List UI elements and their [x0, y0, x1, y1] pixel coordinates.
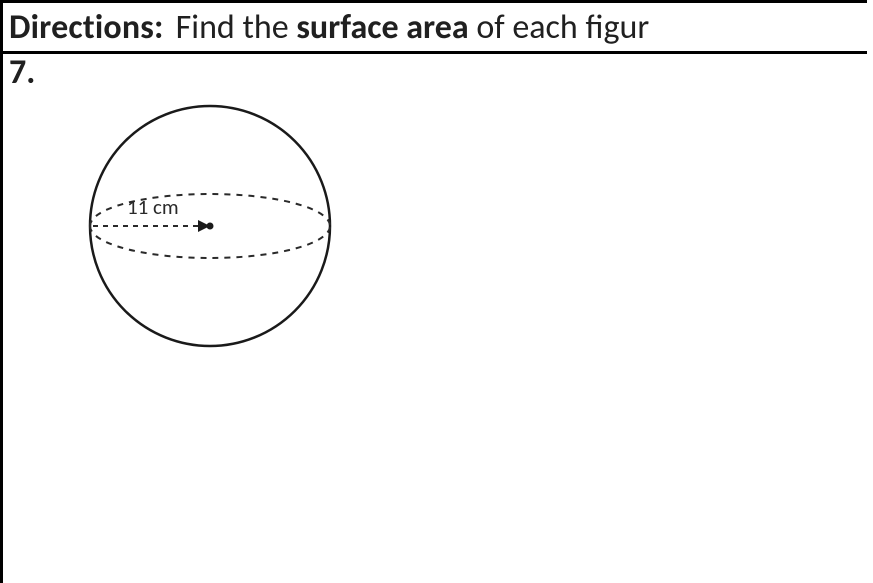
center-dot [207, 223, 214, 230]
directions-label: Directions: [9, 7, 164, 48]
directions-text: Find the surface area of each figur [176, 7, 650, 48]
sphere-svg [55, 86, 355, 366]
radius-label: 11 cm [127, 194, 179, 220]
directions-text-suffix: of each figur [476, 7, 649, 48]
equator-front [90, 226, 330, 258]
sphere-figure: 11 cm [55, 86, 355, 366]
problem-row: 7. 11 cm [0, 54, 867, 583]
directions-text-bold: surface area [296, 7, 468, 48]
directions-row: Directions: Find the surface area of eac… [0, 0, 867, 54]
problem-number: 7. [9, 52, 35, 93]
directions-text-prefix: Find the [176, 7, 289, 48]
equator-back [90, 194, 330, 226]
